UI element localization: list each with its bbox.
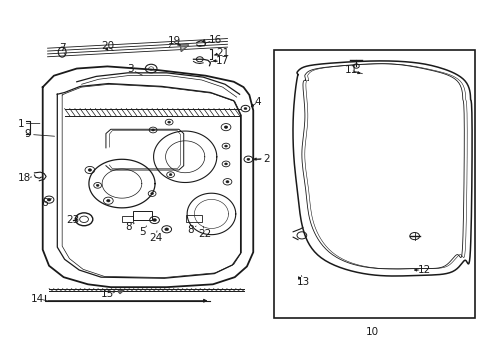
Polygon shape <box>180 45 188 51</box>
Circle shape <box>151 129 154 131</box>
Text: 24: 24 <box>149 233 163 243</box>
Bar <box>132 211 152 220</box>
Circle shape <box>47 198 51 201</box>
Circle shape <box>152 219 156 221</box>
Text: 22: 22 <box>198 229 211 239</box>
Text: 5: 5 <box>139 227 145 237</box>
Text: 15: 15 <box>101 289 114 299</box>
Text: 4: 4 <box>254 97 261 107</box>
Circle shape <box>224 163 227 165</box>
Text: 14: 14 <box>31 294 44 303</box>
Polygon shape <box>118 290 123 294</box>
Circle shape <box>164 228 168 231</box>
Text: 9: 9 <box>25 129 31 139</box>
Circle shape <box>106 199 110 202</box>
Text: 12: 12 <box>417 265 430 275</box>
Text: 20: 20 <box>101 41 114 51</box>
Text: 8: 8 <box>125 222 132 232</box>
Text: 23: 23 <box>66 215 80 225</box>
Circle shape <box>150 193 153 194</box>
Text: 13: 13 <box>297 277 310 287</box>
Text: 7: 7 <box>59 43 65 53</box>
Text: 21: 21 <box>216 48 229 58</box>
Circle shape <box>167 121 170 123</box>
Circle shape <box>169 174 172 176</box>
Circle shape <box>244 108 246 110</box>
Circle shape <box>225 181 228 183</box>
Bar <box>122 216 132 222</box>
Text: 18: 18 <box>18 173 31 183</box>
Text: 17: 17 <box>216 57 229 66</box>
Text: 11: 11 <box>344 65 357 75</box>
Text: 8: 8 <box>187 225 194 235</box>
Text: 16: 16 <box>208 35 222 45</box>
Circle shape <box>224 126 227 129</box>
Text: 19: 19 <box>167 36 180 46</box>
Circle shape <box>246 158 249 160</box>
Circle shape <box>224 145 227 147</box>
Circle shape <box>88 169 91 171</box>
Text: 2: 2 <box>263 154 269 163</box>
Text: 3: 3 <box>127 64 133 74</box>
Text: 10: 10 <box>365 327 378 337</box>
Circle shape <box>96 184 99 186</box>
Text: 1: 1 <box>18 118 24 129</box>
Text: 6: 6 <box>41 198 47 208</box>
Bar <box>273 50 474 318</box>
Bar <box>186 215 201 222</box>
